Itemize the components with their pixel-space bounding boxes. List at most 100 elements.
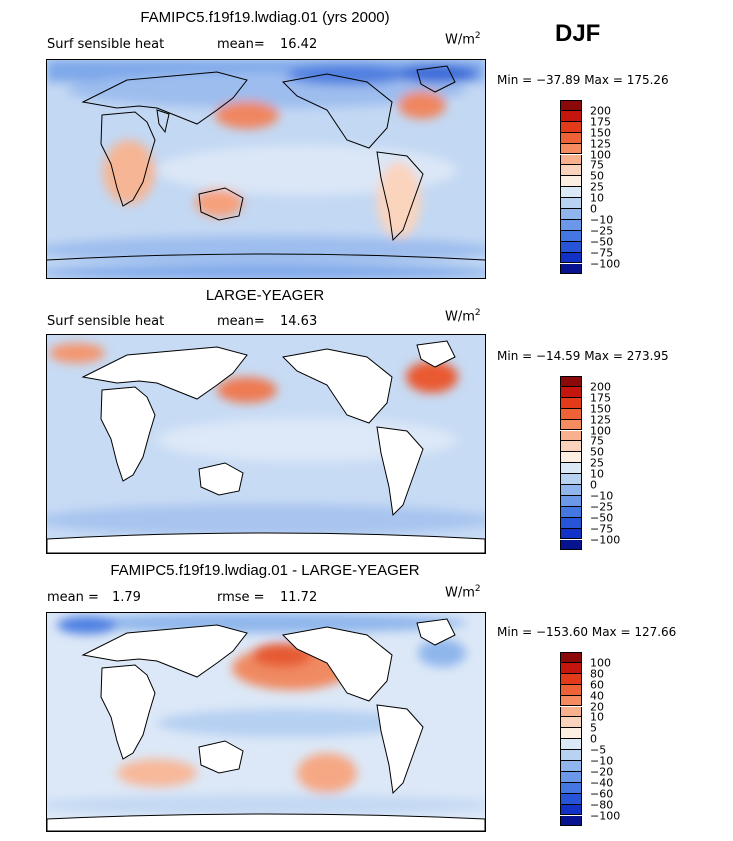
panel2-field-kuroshio — [217, 377, 277, 403]
panel3-colorbar-swatch — [560, 684, 582, 696]
panel3-colorbar-label: −80 — [590, 798, 614, 812]
panel1-colorbar-swatch — [560, 263, 582, 275]
panel1-coast-greenland — [416, 65, 456, 93]
panel1-colorbar-swatch — [560, 230, 582, 242]
panel3-colorbar-label: 60 — [590, 678, 604, 692]
panel1-minmax: Min = −37.89 Max = 175.26 — [497, 73, 669, 87]
panel1-coast-india — [156, 109, 170, 134]
panel3-colorbar-swatch — [560, 695, 582, 707]
panel1-variable: Surf sensible heat — [47, 37, 165, 52]
panel1-coast-south-america — [376, 151, 424, 242]
panel2-field-gulf-stream — [406, 361, 458, 393]
panel3-land-greenland — [416, 618, 456, 646]
panel3-colorbar-label: −20 — [590, 765, 614, 779]
panel3-land-mask — [47, 618, 485, 831]
panel3-colorbar-swatch — [560, 739, 582, 751]
panel2-colorbar-label: 25 — [590, 456, 604, 470]
panel1-coast-north-america — [281, 73, 393, 149]
panel3-colorbar-label: −5 — [590, 743, 607, 757]
panel3-land-australia — [198, 740, 244, 774]
panel3-land-north-america — [281, 626, 393, 702]
panel2-land-greenland — [416, 340, 456, 368]
panel3-colorbar-label: 100 — [590, 656, 611, 670]
panel1-colorbar-swatch — [560, 143, 582, 155]
panel2-colorbar-swatch — [560, 463, 582, 475]
panel2-land-antarctica — [47, 532, 485, 553]
panel2-colorbar-swatch — [560, 397, 582, 409]
panel2-colorbar-swatch — [560, 517, 582, 529]
panel1-colorbar-label: 175 — [590, 115, 611, 129]
panel1-colorbar-label: −25 — [590, 224, 614, 238]
panel3-colorbar-label: 0 — [590, 732, 597, 746]
panel2-map — [46, 334, 486, 554]
panel2-colorbar-swatch — [560, 408, 582, 420]
panel1-units: W/m2 — [445, 31, 481, 48]
panel2-minmax: Min = −14.59 Max = 273.95 — [497, 349, 669, 363]
panel3-colorbar-swatch — [560, 717, 582, 729]
panel2-colorbar-swatch — [560, 474, 582, 485]
panel2-colorbar-label: 0 — [590, 478, 597, 492]
panel1-colorbar-swatch — [560, 219, 582, 231]
panel2-colorbar-label: 175 — [590, 391, 611, 405]
panel2-colorbar-swatch — [560, 386, 582, 398]
panel1-colorbar-swatch — [560, 176, 582, 188]
panel1-colorbar-swatch — [560, 187, 582, 199]
panel1-colorbar-swatch — [560, 198, 582, 209]
panel1-mean-label: mean= — [217, 37, 265, 52]
panel3-mean-label: mean = — [47, 590, 99, 605]
panel2-variable: Surf sensible heat — [47, 314, 165, 329]
panel1-colorbar-swatch — [560, 121, 582, 133]
panel3-colorbar-swatch — [560, 662, 582, 674]
panel2-colorbar-label: 200 — [590, 380, 611, 394]
panel3-map — [46, 612, 486, 832]
panel1-field-australia — [195, 189, 243, 217]
panel3-field-south-indian — [117, 759, 197, 787]
panel2-colorbar-label: 10 — [590, 467, 604, 481]
panel2-colorbar-swatch — [560, 506, 582, 518]
panel1-field-southern-band — [47, 236, 485, 264]
panel3-colorbar-swatch — [560, 815, 582, 827]
panel2-colorbar-swatch — [560, 485, 582, 496]
panel3-colorbar-swatch — [560, 706, 582, 718]
panel1-field-kuroshio — [215, 101, 279, 129]
panel1-colorbar-label: 200 — [590, 104, 611, 118]
panel1-coast-eurasia — [81, 71, 248, 125]
panel1-field-antarctica — [47, 265, 485, 278]
panel1-colorbar-swatch — [560, 132, 582, 144]
panel1-field-south-america — [377, 162, 421, 238]
panel3-colorbar-swatch — [560, 771, 582, 783]
panel3-rmse-label: rmse = — [217, 590, 265, 605]
panel2-colorbar-label: −100 — [590, 533, 621, 546]
panel1-coast-africa — [100, 111, 156, 207]
panel3-colorbar-swatch — [560, 793, 582, 805]
panel1-colorbar-label: 0 — [590, 202, 597, 216]
panel1-field-siberia — [287, 65, 407, 85]
panel2-title: LARGE-YEAGER — [205, 287, 325, 304]
panel2-colorbar-label: −50 — [590, 511, 614, 525]
panel2-colorbar-label: 50 — [590, 445, 604, 459]
panel2-colorbar-label: 100 — [590, 424, 611, 437]
panel1-colorbar-label: −10 — [590, 213, 614, 227]
panel3-colorbar-swatch — [560, 673, 582, 685]
panel3-colorbar-swatch — [560, 652, 582, 663]
panel1-map — [46, 59, 486, 279]
panel1-colorbar-label: 150 — [590, 126, 611, 140]
panel3-colorbar-label: 5 — [590, 721, 597, 735]
panel3-colorbar-swatch — [560, 761, 582, 772]
panel1-title: FAMIPC5.f19f19.lwdiag.01 (yrs 2000) — [140, 9, 390, 26]
panel2-colorbar-swatch — [560, 419, 582, 431]
panel3-colorbar-label: 10 — [590, 710, 604, 724]
panel1-mean-value: 16.42 — [280, 37, 318, 52]
panel1-coast-australia — [198, 187, 244, 221]
panel2-colorbar-swatch — [560, 539, 582, 551]
panel2-colorbar-label: 150 — [590, 402, 611, 416]
panel3-land-eurasia — [81, 624, 248, 678]
panel1-colorbar-label: 75 — [590, 158, 604, 172]
panel3-field-south-pacific — [297, 753, 357, 793]
panel3-colorbar-swatch — [560, 782, 582, 794]
panel2-colorbar-swatch — [560, 441, 582, 453]
panel1-coastlines — [47, 65, 485, 261]
panel1-colorbar-swatch — [560, 110, 582, 122]
panel2-colorbar-swatch — [560, 495, 582, 507]
panel1-field-africa — [103, 140, 155, 204]
